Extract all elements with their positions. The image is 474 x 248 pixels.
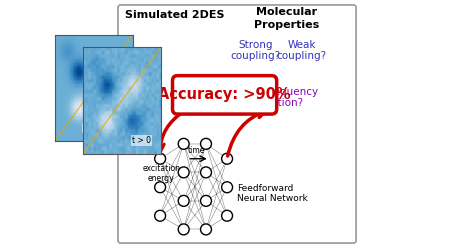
Circle shape [155,182,165,193]
Circle shape [201,224,211,235]
Text: High-frequency
vibration?: High-frequency vibration? [238,87,318,108]
FancyArrowPatch shape [156,111,185,152]
Circle shape [178,138,189,149]
Circle shape [222,153,233,164]
FancyArrowPatch shape [228,110,265,156]
Circle shape [201,195,211,206]
Circle shape [178,167,189,178]
Text: time: time [187,146,205,155]
Circle shape [222,182,233,193]
Text: excitation
energy: excitation energy [142,164,181,183]
Text: Strong
coupling?: Strong coupling? [230,40,281,61]
FancyBboxPatch shape [118,5,356,243]
Text: Weak
coupling?: Weak coupling? [276,40,327,61]
FancyBboxPatch shape [173,76,277,114]
Circle shape [201,138,211,149]
Text: Molecular
Properties: Molecular Properties [254,7,319,30]
Text: t > 0: t > 0 [132,136,151,145]
Circle shape [201,167,211,178]
Circle shape [178,195,189,206]
Text: Simulated 2DES: Simulated 2DES [125,10,225,20]
Text: Feedforward
Neural Network: Feedforward Neural Network [237,184,308,203]
Text: t = 0: t = 0 [83,124,102,132]
Circle shape [178,224,189,235]
Circle shape [155,210,165,221]
Text: Accuracy: >90%: Accuracy: >90% [158,88,291,102]
Circle shape [155,153,165,164]
Text: emission energy: emission energy [130,50,139,113]
Circle shape [222,210,233,221]
